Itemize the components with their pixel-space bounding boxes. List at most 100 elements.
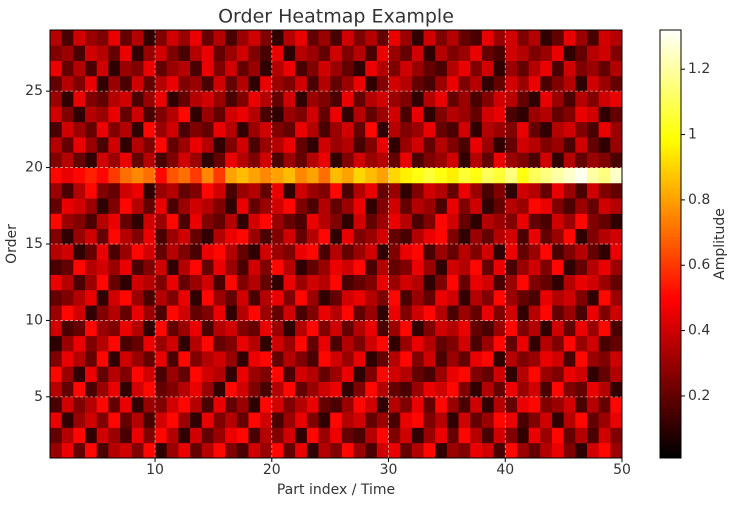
heatmap-cell: [563, 91, 576, 107]
heatmap-cell: [306, 320, 319, 337]
heatmap-cell: [423, 396, 436, 413]
heatmap-cell: [143, 259, 156, 275]
heatmap-cell: [598, 182, 611, 199]
heatmap-cell: [505, 228, 518, 245]
heatmap-cell: [201, 320, 214, 337]
heatmap-cell: [388, 182, 401, 199]
heatmap-cell: [423, 320, 436, 337]
heatmap-cell: [586, 137, 600, 153]
heatmap-cell: [575, 137, 588, 153]
heatmap-cell: [120, 412, 133, 428]
heatmap-cell: [283, 213, 296, 230]
heatmap-cell: [108, 213, 121, 230]
heatmap-cell: [73, 121, 86, 138]
heatmap-cell: [365, 427, 378, 444]
heatmap-cell: [306, 198, 319, 214]
heatmap-cell: [213, 106, 226, 123]
heatmap-cell: [400, 320, 413, 337]
heatmap-cell: [435, 289, 448, 306]
heatmap-cell: [610, 320, 622, 337]
heatmap-cell: [248, 396, 261, 413]
heatmap-cell: [283, 274, 296, 291]
heatmap-cell: [458, 289, 471, 306]
heatmap-cell: [388, 167, 401, 184]
heatmap-cell: [505, 121, 518, 138]
heatmap-cell: [190, 442, 203, 458]
colorbar-gradient: [660, 400, 681, 405]
heatmap-cell: [388, 320, 401, 337]
heatmap-cell: [493, 351, 506, 367]
heatmap-cell: [306, 335, 319, 352]
heatmap-cell: [353, 412, 366, 428]
heatmap-cell: [306, 274, 319, 291]
heatmap-cell: [143, 412, 156, 428]
heatmap-cell: [96, 396, 109, 413]
heatmap-cell: [73, 320, 86, 337]
heatmap-cell: [341, 60, 354, 77]
heatmap-cell: [598, 366, 611, 382]
heatmap-cell: [610, 351, 622, 367]
heatmap-cell: [610, 152, 622, 168]
heatmap-cell: [225, 305, 238, 321]
heatmap-cell: [423, 121, 436, 138]
heatmap-cell: [85, 167, 98, 184]
heatmap-cell: [330, 259, 343, 275]
heatmap-cell: [155, 244, 168, 260]
heatmap-cell: [470, 75, 483, 92]
heatmap-cell: [143, 335, 156, 352]
chart-title: Order Heatmap Example: [218, 6, 454, 28]
heatmap-cell: [400, 182, 413, 199]
heatmap-cell: [481, 106, 494, 123]
heatmap-cell: [446, 289, 459, 306]
colorbar-gradient: [660, 254, 681, 259]
heatmap-cell: [85, 442, 98, 458]
heatmap-cell: [50, 121, 63, 138]
heatmap-cell: [528, 305, 541, 321]
heatmap-cell: [458, 45, 471, 61]
heatmap-cell: [388, 121, 401, 138]
heatmap-cell: [481, 45, 494, 61]
heatmap-cell: [493, 366, 506, 382]
heatmap-cell: [598, 91, 611, 107]
heatmap-cell: [458, 91, 471, 107]
heatmap-cell: [73, 198, 86, 214]
heatmap-cell: [178, 427, 191, 444]
heatmap-cell: [353, 91, 366, 107]
heatmap-cell: [493, 320, 506, 337]
heatmap-cell: [446, 167, 459, 184]
heatmap-cell: [108, 381, 121, 398]
heatmap-cell: [400, 274, 413, 291]
colorbar-gradient: [660, 33, 681, 38]
heatmap-cell: [563, 351, 576, 367]
heatmap-cell: [120, 198, 133, 214]
heatmap-cell: [271, 106, 284, 123]
heatmap-cell: [400, 30, 413, 46]
heatmap-cell: [248, 213, 261, 230]
heatmap-cell: [260, 274, 273, 291]
heatmap-cell: [586, 167, 600, 184]
heatmap-cell: [575, 106, 588, 123]
heatmap-cell: [318, 121, 331, 138]
heatmap-cell: [610, 45, 622, 61]
heatmap-cell: [388, 259, 401, 275]
colorbar-tick-label: 0.8: [688, 192, 710, 208]
heatmap-cell: [400, 121, 413, 138]
colorbar-tick-label: 0.2: [688, 388, 710, 404]
heatmap-cell: [213, 228, 226, 245]
heatmap-cell: [73, 167, 86, 184]
heatmap-cell: [598, 412, 611, 428]
heatmap-cell: [446, 244, 459, 260]
heatmap-cell: [225, 198, 238, 214]
heatmap-cell: [131, 91, 144, 107]
heatmap-cell: [365, 228, 378, 245]
heatmap-cell: [155, 320, 168, 337]
heatmap-cell: [271, 91, 284, 107]
heatmap-cell: [96, 137, 109, 153]
heatmap-cell: [458, 152, 471, 168]
heatmap-cell: [411, 259, 424, 275]
heatmap-cell: [318, 228, 331, 245]
heatmap-cell: [470, 45, 483, 61]
heatmap-cell: [330, 381, 343, 398]
heatmap-cell: [248, 335, 261, 352]
heatmap-cell: [166, 106, 179, 123]
